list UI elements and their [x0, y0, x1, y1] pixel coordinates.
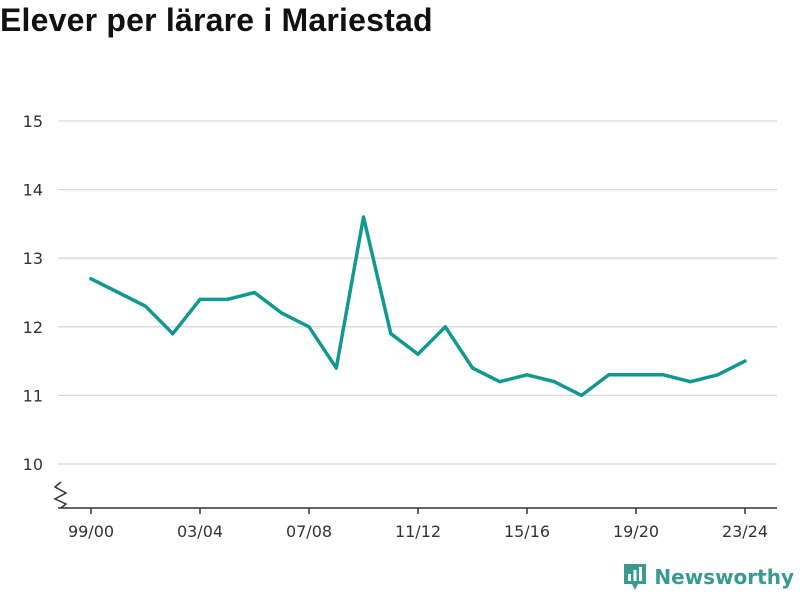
- data-point: [225, 297, 229, 301]
- data-point: [143, 304, 148, 308]
- data-point: [252, 290, 257, 295]
- data-point: [470, 366, 475, 370]
- y-tick-label: 11: [23, 386, 43, 405]
- brand: Newsworthy: [622, 562, 794, 592]
- grid-lines: [58, 120, 777, 465]
- data-point: [307, 325, 311, 329]
- x-tick-label: 11/12: [395, 522, 441, 541]
- y-axis-labels: 10 11 12 13 14 15: [23, 112, 43, 474]
- data-point: [416, 352, 420, 356]
- data-point: [389, 332, 393, 336]
- x-axis: 99/00 03/04 07/08 11/12 15/16 19/20 23/24: [53, 481, 777, 541]
- data-point: [552, 380, 556, 384]
- y-tick-label: 14: [23, 181, 43, 200]
- data-point: [280, 311, 284, 315]
- data-point: [443, 325, 447, 329]
- x-tick-label: 07/08: [286, 522, 332, 541]
- y-tick-label: 12: [23, 318, 43, 337]
- series-line: [89, 215, 747, 398]
- x-tick-label: 99/00: [68, 522, 114, 541]
- data-point: [634, 373, 638, 377]
- data-point: [171, 332, 175, 336]
- data-point: [525, 373, 529, 377]
- y-tick-label: 13: [23, 249, 43, 268]
- data-point: [607, 373, 611, 377]
- brand-name: Newsworthy: [654, 565, 794, 589]
- data-point: [498, 380, 502, 384]
- data-point: [198, 297, 202, 301]
- data-point: [116, 290, 120, 295]
- series-layer: [89, 215, 747, 398]
- x-tick-label: 03/04: [177, 522, 223, 541]
- data-point: [579, 393, 584, 397]
- data-point: [743, 359, 747, 363]
- x-tick-label: 23/24: [722, 522, 768, 541]
- y-tick-label: 10: [23, 455, 43, 474]
- data-point: [89, 277, 93, 281]
- data-point: [716, 373, 720, 377]
- data-point: [661, 373, 665, 377]
- newsworthy-logo-icon: [624, 564, 647, 590]
- x-tick-label: 19/20: [613, 522, 659, 541]
- axis-break-icon: [53, 481, 68, 509]
- data-point: [361, 215, 366, 219]
- x-tick-label: 15/16: [504, 522, 550, 541]
- chart-title: Elever per lärare i Mariestad: [0, 2, 433, 38]
- data-point: [334, 366, 338, 370]
- data-point: [688, 380, 693, 384]
- y-tick-label: 15: [23, 112, 43, 131]
